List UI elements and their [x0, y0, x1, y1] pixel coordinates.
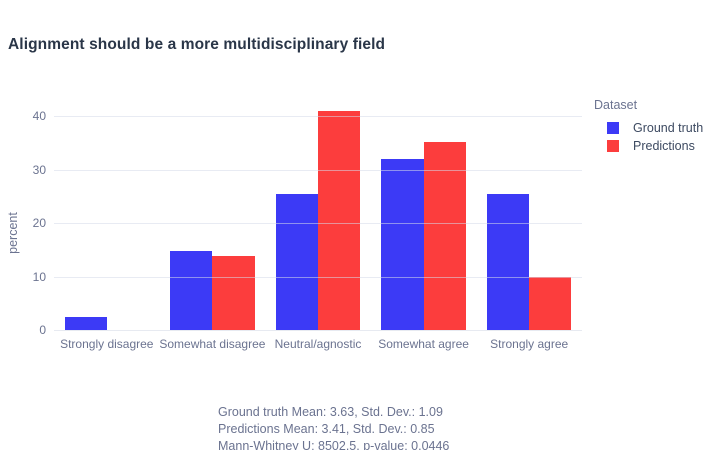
- annotation-line-predictions: Predictions Mean: 3.41, Std. Dev.: 0.85: [218, 422, 435, 436]
- y-tick-label-20: 20: [32, 216, 46, 231]
- gridline-30: [54, 170, 582, 171]
- legend: Dataset Ground truth Predictions: [594, 98, 703, 155]
- y-axis-title: percent: [6, 212, 20, 254]
- bar-predictions-somewhat-agree[interactable]: [423, 142, 466, 330]
- gridline-20: [54, 223, 582, 224]
- x-axis-line: [54, 330, 582, 331]
- legend-swatch-ground-truth: [607, 122, 619, 134]
- bar-ground-truth-somewhat-disagree[interactable]: [170, 250, 213, 330]
- legend-items: Ground truth Predictions: [594, 119, 703, 155]
- legend-item-ground-truth[interactable]: Ground truth: [594, 119, 703, 137]
- bar-ground-truth-neutral-agnostic[interactable]: [275, 194, 318, 330]
- y-tick-label-30: 30: [32, 162, 46, 177]
- legend-label-predictions: Predictions: [633, 139, 695, 153]
- bar-ground-truth-somewhat-agree[interactable]: [381, 159, 424, 330]
- y-tick-label-40: 40: [32, 109, 46, 124]
- chart-title: Alignment should be a more multidiscipli…: [8, 36, 386, 53]
- annotation-line-ground-truth: Ground truth Mean: 3.63, Std. Dev.: 1.09: [218, 405, 443, 419]
- y-tick-label-10: 10: [32, 269, 46, 284]
- bar-ground-truth-strongly-disagree[interactable]: [64, 316, 107, 330]
- gridline-40: [54, 116, 582, 117]
- legend-title: Dataset: [594, 98, 638, 112]
- y-tick-label-0: 0: [39, 323, 46, 337]
- bar-predictions-somewhat-disagree[interactable]: [212, 255, 255, 330]
- x-tick-label-neutral-agnostic: Neutral/agnostic: [274, 337, 362, 351]
- x-tick-label-strongly-agree: Strongly agree: [490, 337, 569, 351]
- bar-predictions-neutral-agnostic[interactable]: [318, 111, 361, 330]
- bar-ground-truth-strongly-agree[interactable]: [486, 194, 530, 330]
- x-tick-label-somewhat-agree: Somewhat agree: [378, 337, 469, 351]
- legend-label-ground-truth: Ground truth: [633, 121, 704, 135]
- gridline-10: [54, 277, 582, 278]
- bar-predictions-strongly-agree[interactable]: [529, 277, 572, 330]
- x-tick-label-strongly-disagree: Strongly disagree: [60, 337, 154, 351]
- legend-swatch-predictions: [607, 140, 619, 152]
- legend-item-predictions[interactable]: Predictions: [594, 137, 703, 155]
- annotation-line-mann-whitney: Mann-Whitney U: 8502.5, p-value: 0.0446: [218, 439, 450, 450]
- x-tick-label-somewhat-disagree: Somewhat disagree: [159, 337, 266, 351]
- stats-annotation: Ground truth Mean: 3.63, Std. Dev.: 1.09…: [218, 404, 449, 450]
